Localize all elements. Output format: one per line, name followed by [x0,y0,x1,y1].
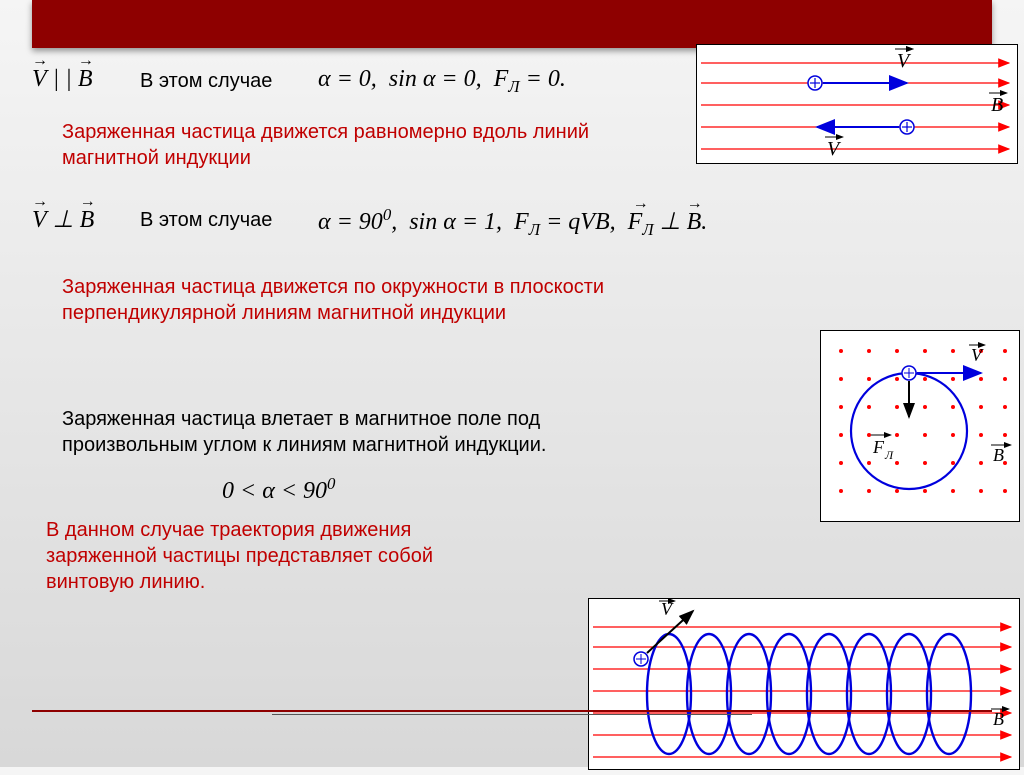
footer-hr-red [32,710,992,712]
svg-text:V: V [971,345,984,365]
case3-intro: Заряженная частица влетает в магнитное п… [62,406,602,458]
svg-text:V: V [897,50,912,72]
diagram2-svg: V F Л B [820,330,1020,522]
svg-text:F: F [872,437,885,457]
case2-description: Заряженная частица движется по окружност… [62,274,622,326]
case1-relation: →V | | →B [32,66,112,93]
svg-text:B: B [993,709,1004,729]
svg-text:B: B [993,445,1004,465]
svg-text:B: B [991,94,1003,116]
case2-relation: →V ⊥ →B [32,205,112,234]
diagram-circular-motion: V F Л B [820,330,1020,527]
diagram-helix: V B [588,598,1020,775]
diagram3-svg: V B [588,598,1020,770]
svg-text:V: V [661,599,674,619]
footer-hr-thin [272,714,752,715]
diagram-parallel-field: V V B [696,44,1018,169]
case3-description: В данном случае траектория движения заря… [46,517,526,595]
svg-text:Л: Л [884,448,894,462]
case1-formula: α = 0, sin α = 0, FЛ = 0. [318,66,566,97]
case1-intro: В этом случае [140,70,280,93]
diagram1-svg: V V B [696,44,1018,164]
footer-divider [32,710,992,723]
case2-row: →V ⊥ →B В этом случае α = 900, sin α = 1… [32,205,992,240]
slide-content: →V | | →B В этом случае α = 0, sin α = 0… [0,48,1024,595]
slide-header-bar [32,0,992,48]
case1-description: Заряженная частица движется равномерно в… [62,119,622,171]
case2-intro: В этом случае [140,209,280,232]
case2-formula: α = 900, sin α = 1, FЛ = qVB, →FЛ ⊥ →B. [318,205,707,240]
